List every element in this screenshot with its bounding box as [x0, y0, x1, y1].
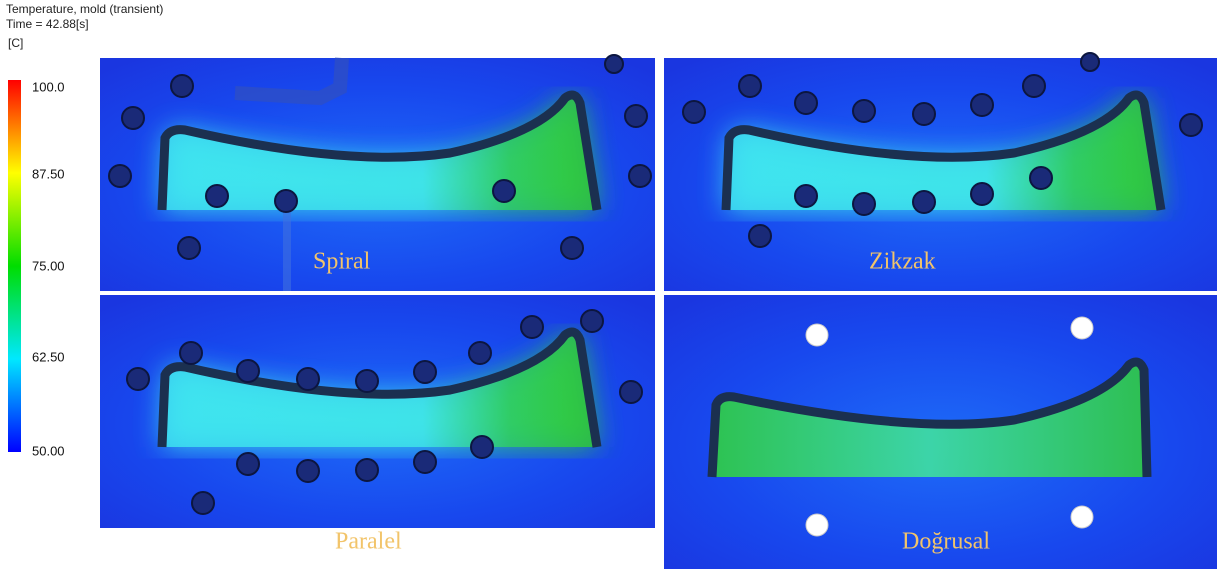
panel: Zikzak — [664, 53, 1217, 291]
legend-tick: 50.00 — [32, 443, 65, 458]
panel: Paralel — [100, 295, 655, 555]
panel: Doğrusal — [664, 295, 1217, 569]
legend-tick: 62.50 — [32, 349, 65, 364]
panel-label: Paralel — [335, 529, 402, 555]
legend-tick: 75.00 — [32, 258, 65, 273]
color-bar — [8, 80, 21, 452]
figure: Temperature, mold (transient) Time = 42.… — [0, 0, 1217, 569]
legend-tick: 87.50 — [32, 166, 65, 181]
panel-label: Doğrusal — [902, 529, 990, 555]
header-unit: [C] — [8, 36, 23, 50]
legend-tick: 100.0 — [32, 79, 65, 94]
panel: Spiral — [100, 55, 655, 291]
header-time: Time = 42.88[s] — [6, 17, 89, 31]
panel-label: Zikzak — [869, 249, 936, 275]
panel-label: Spiral — [313, 249, 371, 275]
header-title: Temperature, mold (transient) — [6, 2, 163, 16]
